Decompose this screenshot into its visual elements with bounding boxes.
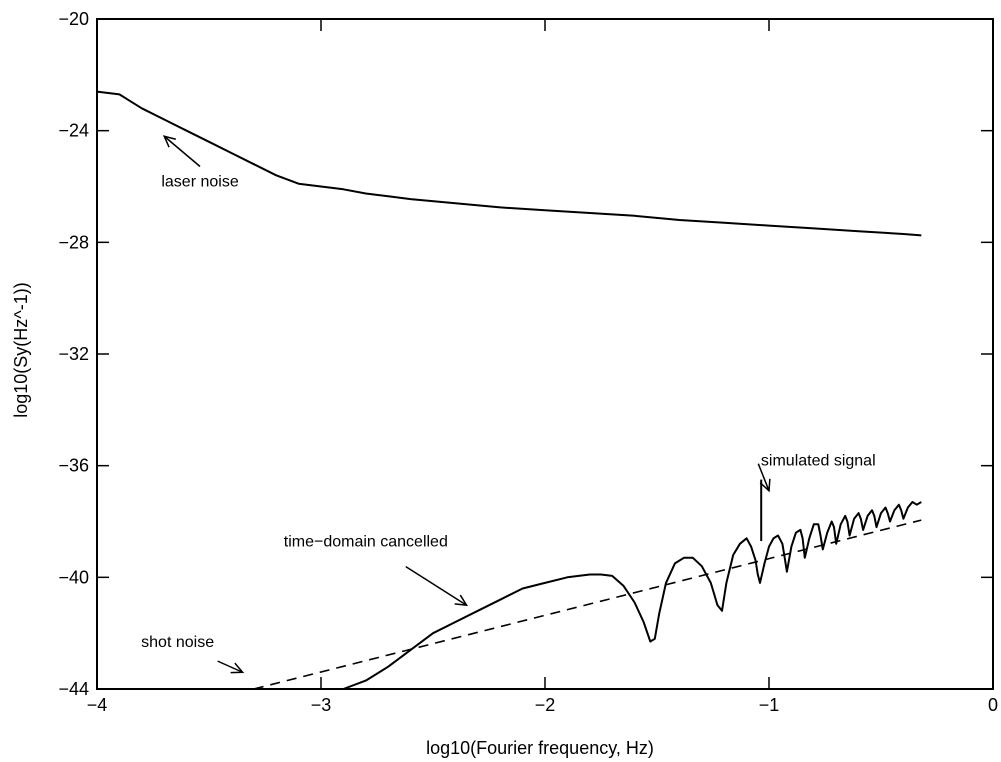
annotation-label: shot noise [141, 634, 214, 651]
y-tick-label: −28 [58, 232, 89, 252]
y-tick-label: −36 [58, 456, 89, 476]
data-series [96, 90, 922, 690]
annotation-label: laser noise [161, 174, 238, 191]
x-tick-label: −4 [87, 695, 108, 715]
x-tick-label: −3 [311, 695, 332, 715]
y-axis-label: log10(Sy(Hz^-1)) [11, 282, 31, 417]
annotation-arrow-shaft [163, 135, 201, 168]
x-tick-label: −1 [759, 695, 780, 715]
annotation-arrow-head [759, 478, 771, 493]
x-tick-label: 0 [988, 695, 998, 715]
axis-ticks: −4 −3 −2 −1 0 −20 −24 −28 −32 −36 −40 −44 [58, 9, 998, 715]
y-tick-label: −24 [58, 121, 89, 141]
annotation-arrow-head [230, 662, 245, 674]
y-tick-label: −20 [58, 9, 89, 29]
annotation-arrow-shaft [757, 463, 770, 492]
annotation-arrow-head [454, 594, 469, 607]
series-line-2 [253, 519, 922, 690]
plot-frame [96, 18, 994, 690]
plot-border [96, 18, 994, 690]
y-tick-label: −40 [58, 567, 89, 587]
y-tick-label: −44 [58, 679, 89, 699]
annotations: laser noise simulated signal time−domain c… [141, 135, 876, 674]
annotation-arrow-head [162, 135, 177, 148]
annotation-arrow-shaft [217, 660, 243, 673]
series-line-0 [96, 90, 922, 237]
series-line-1 [343, 501, 922, 690]
x-axis-label: log10(Fourier frequency, Hz) [426, 738, 654, 758]
annotation-label: simulated signal [761, 453, 876, 470]
y-tick-label: −32 [58, 344, 89, 364]
x-tick-label: −2 [535, 695, 556, 715]
annotation-label: time−domain cancelled [284, 534, 448, 551]
annotation-arrow-shaft [405, 565, 468, 606]
